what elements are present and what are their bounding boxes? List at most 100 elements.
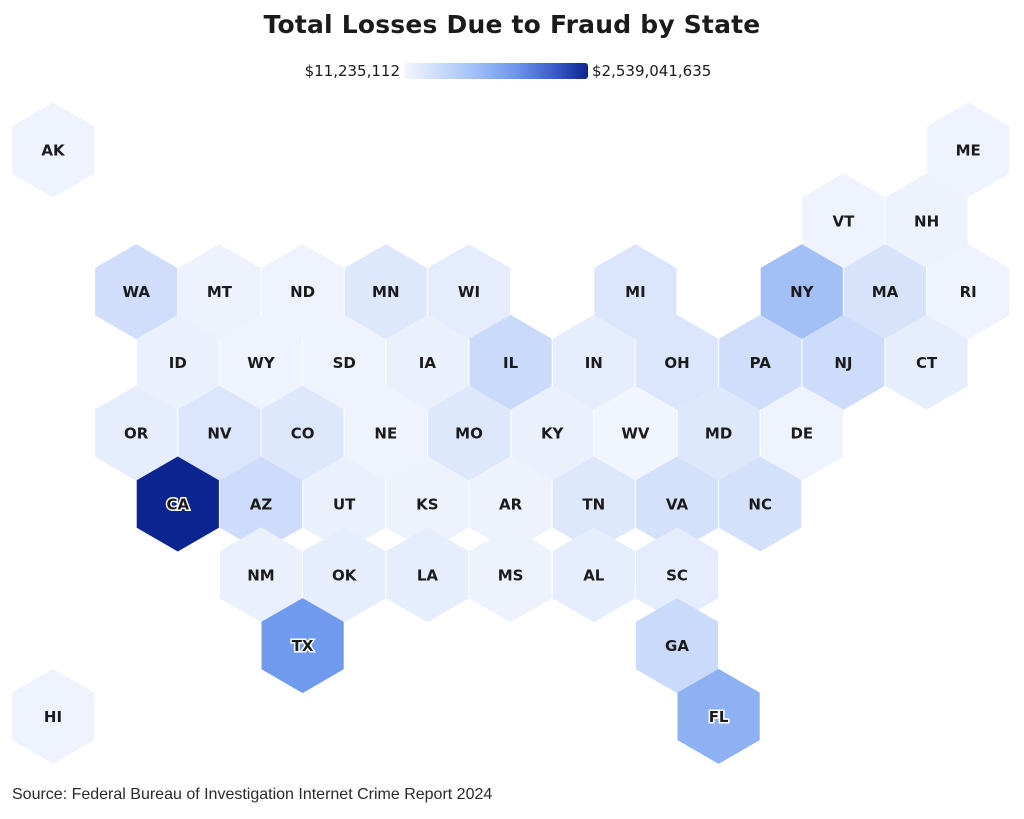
state-label: SD bbox=[333, 354, 356, 372]
hexagon-shape bbox=[344, 385, 427, 481]
state-label: IL bbox=[503, 354, 519, 372]
state-label: KY bbox=[541, 425, 565, 443]
state-label: MI bbox=[625, 283, 646, 301]
hexagon-shape bbox=[635, 456, 719, 552]
state-label: MN bbox=[372, 283, 399, 301]
hexagon-shape bbox=[927, 102, 1010, 198]
hexagon-shape bbox=[802, 314, 885, 410]
hexagon-shape bbox=[760, 385, 843, 481]
state-label: WA bbox=[122, 283, 150, 301]
state-hex-nh: NH bbox=[885, 173, 968, 269]
hexagon-shape bbox=[303, 527, 386, 623]
hexagon-shape bbox=[261, 244, 344, 340]
state-hex-nv: NV bbox=[178, 385, 261, 481]
hexagon-shape bbox=[885, 314, 968, 410]
state-hex-az: AZ bbox=[219, 456, 303, 552]
hexagon-shape bbox=[635, 527, 719, 623]
hexagon-shape bbox=[635, 598, 719, 694]
state-label: TN bbox=[582, 496, 605, 514]
hexagon-shape bbox=[95, 385, 178, 481]
hexagon-shape bbox=[178, 385, 261, 481]
state-hex-mt: MT bbox=[178, 244, 261, 340]
hexagon-shape bbox=[469, 527, 552, 623]
state-label: DE bbox=[790, 425, 813, 443]
hexagon-shape bbox=[344, 244, 427, 340]
state-hex-ut: UT bbox=[303, 456, 386, 552]
state-hex-tx: TX bbox=[261, 598, 344, 694]
state-hex-ky: KY bbox=[511, 385, 594, 481]
legend-max-label: $2,539,041,635 bbox=[592, 62, 712, 80]
state-hex-pa: PA bbox=[719, 314, 802, 410]
hexagon-shape bbox=[136, 456, 219, 552]
state-label: CT bbox=[916, 354, 938, 372]
state-label: ND bbox=[290, 283, 315, 301]
state-label: OR bbox=[124, 425, 149, 443]
state-label: MT bbox=[207, 283, 233, 301]
hexagon-shape bbox=[552, 314, 635, 410]
state-hex-de: DE bbox=[760, 385, 843, 481]
state-label: AR bbox=[499, 496, 523, 514]
state-label: NM bbox=[247, 566, 274, 584]
hexagon-shape bbox=[552, 456, 635, 552]
hexagon-shape bbox=[11, 102, 95, 198]
state-label: OH bbox=[664, 354, 689, 372]
state-hex-nm: NM bbox=[219, 527, 303, 623]
chart-title: Total Losses Due to Fraud by State bbox=[263, 10, 761, 39]
state-label: AL bbox=[583, 566, 605, 584]
state-label: VA bbox=[666, 496, 689, 514]
state-hex-ok: OK bbox=[303, 527, 386, 623]
state-label: VT bbox=[832, 212, 855, 230]
state-hex-ga: GA bbox=[635, 598, 719, 694]
state-label: UT bbox=[333, 496, 356, 514]
state-hex-ny: NY bbox=[760, 244, 843, 340]
hexagon-shape bbox=[386, 527, 469, 623]
hexagon-shape bbox=[303, 314, 386, 410]
hexagon-shape bbox=[386, 456, 469, 552]
state-hex-wi: WI bbox=[427, 244, 511, 340]
state-label: TX bbox=[292, 637, 314, 655]
state-hex-ia: IA bbox=[386, 314, 469, 410]
state-label: HI bbox=[44, 708, 62, 726]
hexagon-shape bbox=[427, 244, 511, 340]
state-hex-vt: VT bbox=[802, 173, 885, 269]
state-hex-wa: WA bbox=[95, 244, 178, 340]
hexagon-shape bbox=[594, 244, 677, 340]
state-hex-ri: RI bbox=[927, 244, 1010, 340]
hexagon-shape bbox=[927, 244, 1010, 340]
hexagon-shape bbox=[677, 668, 760, 764]
state-label: AK bbox=[41, 142, 66, 160]
hexagon-shape bbox=[719, 314, 802, 410]
state-label: AZ bbox=[250, 496, 273, 514]
state-label: ME bbox=[956, 142, 981, 160]
hexagon-shape bbox=[885, 173, 968, 269]
state-hex-al: AL bbox=[552, 527, 635, 623]
hexagon-shape bbox=[303, 456, 386, 552]
state-label: IA bbox=[419, 354, 437, 372]
state-hex-me: ME bbox=[927, 102, 1010, 198]
state-label: GA bbox=[665, 637, 689, 655]
state-hex-wv: WV bbox=[594, 385, 677, 481]
state-hex-sd: SD bbox=[303, 314, 386, 410]
state-hex-ca: CA bbox=[136, 456, 219, 552]
state-label: FL bbox=[709, 708, 729, 726]
hexagon-shape bbox=[719, 456, 802, 552]
state-hex-ct: CT bbox=[885, 314, 968, 410]
state-hex-id: ID bbox=[136, 314, 219, 410]
state-hex-la: LA bbox=[386, 527, 469, 623]
hexagon-shape bbox=[219, 456, 303, 552]
state-label: MS bbox=[498, 566, 524, 584]
hexagon-shape bbox=[511, 385, 594, 481]
hexagon-shape bbox=[178, 244, 261, 340]
state-hex-ks: KS bbox=[386, 456, 469, 552]
state-hex-nc: NC bbox=[719, 456, 802, 552]
state-hex-ak: AK bbox=[11, 102, 95, 198]
hexagon-shape bbox=[386, 314, 469, 410]
legend-min-label: $11,235,112 bbox=[304, 62, 400, 80]
state-hex-nd: ND bbox=[261, 244, 344, 340]
state-label: PA bbox=[750, 354, 772, 372]
hexagon-shape bbox=[594, 385, 677, 481]
state-hex-co: CO bbox=[261, 385, 344, 481]
state-hex-ma: MA bbox=[843, 244, 927, 340]
state-hex-in: IN bbox=[552, 314, 635, 410]
